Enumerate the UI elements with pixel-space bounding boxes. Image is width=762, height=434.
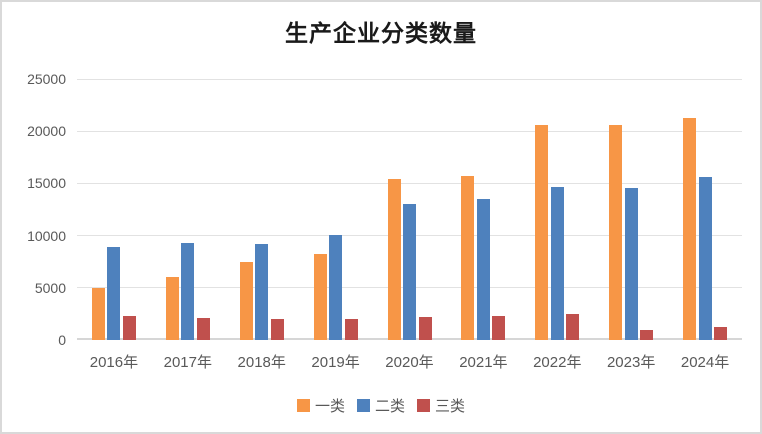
legend-label: 一类: [314, 398, 345, 415]
bar-二类-2016年: [107, 247, 121, 340]
bar-三类-2021年: [492, 316, 506, 340]
y-tick-label: 20000: [27, 123, 66, 140]
gridline: [77, 78, 742, 80]
legend: 一类 二类 三类: [2, 395, 760, 416]
bar-一类-2019年: [313, 254, 327, 340]
bar-一类-2022年: [535, 124, 549, 340]
bar-二类-2017年: [181, 242, 195, 340]
bar-二类-2019年: [329, 234, 343, 340]
x-tick-label: 2018年: [237, 354, 286, 371]
bar-三类-2018年: [270, 319, 284, 340]
y-tick-label: 15000: [27, 175, 66, 192]
bar-三类-2017年: [196, 318, 210, 340]
y-tick-label: 5000: [34, 279, 66, 296]
y-tick-label: 25000: [27, 71, 66, 87]
bar-三类-2016年: [122, 316, 136, 340]
x-tick-label: 2019年: [311, 354, 360, 371]
bar-二类-2022年: [550, 186, 564, 340]
x-tick-label: 2022年: [533, 354, 582, 371]
gridline: [77, 130, 742, 132]
bar-一类-2024年: [683, 117, 697, 340]
bar-三类-2022年: [566, 313, 580, 340]
gridline: [77, 182, 742, 184]
legend-swatch-icon: [417, 399, 430, 412]
bar-二类-2024年: [698, 177, 712, 340]
x-tick-label: 2024年: [680, 354, 730, 371]
bar-三类-2020年: [418, 317, 432, 340]
legend-swatch-icon: [356, 399, 370, 412]
bar-一类-2021年: [461, 176, 475, 340]
legend-label: 三类: [435, 398, 466, 415]
legend-label: 二类: [374, 398, 405, 415]
chart-title: 生产企业分类数量: [285, 20, 477, 47]
legend-item-三类: 三类: [417, 395, 465, 416]
bar-一类-2018年: [239, 261, 253, 340]
bar-三类-2019年: [344, 319, 358, 340]
y-tick-label: 0: [58, 332, 66, 348]
bar-一类-2020年: [387, 179, 401, 340]
bar-二类-2020年: [403, 204, 416, 340]
x-tick-label: 2020年: [385, 354, 434, 371]
bar-三类-2023年: [640, 329, 654, 340]
legend-item-一类: 一类: [296, 395, 345, 416]
plot-area: [77, 78, 742, 340]
bar-一类-2017年: [165, 277, 179, 340]
legend-item-二类: 二类: [356, 395, 405, 416]
bar-一类-2023年: [609, 124, 623, 340]
x-tick-label: 2023年: [606, 354, 656, 371]
bar-二类-2018年: [255, 243, 269, 340]
x-tick-label: 2021年: [459, 354, 508, 371]
x-tick-label: 2016年: [89, 354, 139, 371]
bar-一类-2016年: [91, 287, 105, 340]
legend-swatch-icon: [296, 399, 310, 412]
bar-三类-2024年: [714, 327, 728, 340]
x-tick-label: 2017年: [163, 354, 212, 371]
bar-二类-2023年: [624, 187, 638, 340]
bar-二类-2021年: [476, 199, 490, 340]
y-tick-label: 10000: [27, 227, 66, 244]
